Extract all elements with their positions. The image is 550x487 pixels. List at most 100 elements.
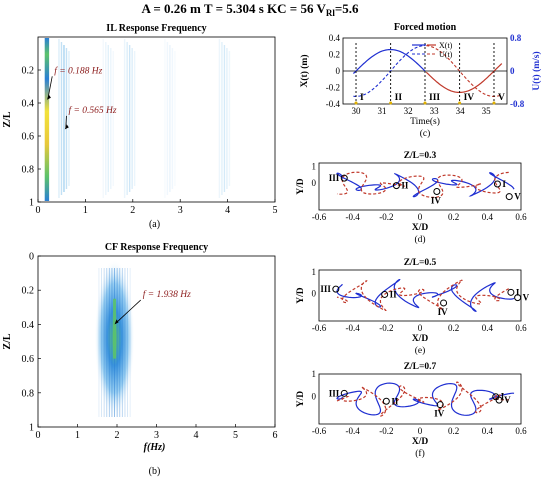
y-tick-label: 0 (29, 252, 34, 263)
heat-band (166, 42, 169, 195)
stage-label: V (523, 293, 530, 303)
heat-band (133, 51, 136, 186)
stage-marker (423, 101, 427, 105)
heat-band (107, 45, 109, 192)
y-tick-label: 0.8 (22, 388, 35, 399)
y-axis-label: Y/D (296, 178, 306, 195)
stage-label: I (360, 93, 364, 103)
stage-label: IV (438, 307, 449, 317)
heat-band (112, 51, 114, 186)
panel-label: (f) (415, 448, 425, 459)
x-tick-label: 30 (352, 106, 362, 116)
stage-point (382, 397, 390, 405)
panel-title: IL Response Frequency (106, 23, 206, 34)
heat-peak (113, 298, 117, 359)
heat-band (228, 51, 231, 186)
stage-label: II (401, 181, 409, 191)
arrow-head (64, 124, 69, 130)
x-axis-label: X/D (412, 223, 429, 233)
x-tick-label: -0.4 (346, 426, 361, 436)
x-tick-label: 0.4 (482, 212, 494, 222)
x-tick-label: 0 (36, 430, 41, 441)
y-right-tick-label: -0.8 (510, 99, 525, 109)
stage-point (340, 174, 348, 182)
y-axis-label: X(t) (m) (299, 55, 310, 88)
x-tick-label: 2 (130, 205, 135, 216)
heat-band (126, 42, 128, 195)
annotation-arrow (65, 115, 67, 129)
y-tick-label: 0.6 (22, 132, 35, 143)
y-axis-label: Y/D (296, 391, 306, 408)
panel-label: (a) (149, 219, 160, 230)
panel-title: CF Response Frequency (105, 242, 208, 253)
x-tick-label: -0.2 (379, 323, 393, 333)
stage-marker (354, 101, 358, 105)
stage-label: III (329, 173, 340, 183)
stage-label: IV (434, 409, 445, 419)
plot-frame (318, 373, 522, 425)
x-tick-label: 0.2 (448, 212, 459, 222)
x-tick-label: 33 (430, 106, 440, 116)
heat-band (218, 39, 221, 198)
plot-frame (318, 162, 522, 211)
x-axis-label: f(Hz) (144, 442, 166, 453)
panel-label: (e) (415, 345, 426, 356)
y-right-axis-label: U(t) (m/s) (531, 51, 542, 90)
y-axis-label: Z/L (2, 333, 13, 349)
stage-point (493, 180, 501, 188)
stage-point (514, 294, 522, 302)
x-tick-label: 0.2 (448, 426, 459, 436)
trajectory-forward-path (336, 172, 515, 198)
trajectory-return-path (336, 279, 509, 311)
x-tick-label: 3 (178, 205, 183, 216)
y-tick-label: 0 (312, 288, 317, 298)
x-tick-label: 0.6 (515, 212, 527, 222)
x-tick-label: 3 (154, 430, 159, 441)
stage-label: II (391, 396, 399, 406)
trajectory-forward-path (336, 279, 515, 312)
x-tick-label: 0 (418, 426, 423, 436)
trajectory-forward-path (336, 382, 515, 416)
y-tick-label: 0.4 (22, 320, 35, 331)
panel-title: Z/L=0.3 (404, 151, 437, 161)
y-right-tick-label: 0 (510, 66, 515, 76)
x-tick-label: 1 (83, 205, 88, 216)
panel-title: Z/L=0.5 (404, 258, 437, 268)
y-tick-label: 0.2 (22, 66, 35, 77)
x-tick-label: -0.4 (346, 323, 361, 333)
x-axis-label: Time(s) (410, 116, 440, 127)
heat-band (169, 45, 171, 192)
stage-label: V (504, 395, 511, 405)
legend-label: U(t) (439, 50, 453, 59)
plot-frame (37, 36, 276, 203)
stage-point (505, 193, 513, 201)
stage-label: III (320, 284, 331, 294)
heat-band (44, 38, 50, 201)
x-tick-label: 31 (378, 106, 387, 116)
plot-frame (37, 255, 276, 428)
heat-band (128, 45, 131, 192)
annotation-label: f = 0.565 Hz (68, 105, 116, 116)
x-tick-label: -0.6 (312, 323, 327, 333)
heat-band (102, 39, 104, 198)
x-tick-label: -0.2 (379, 212, 393, 222)
x-tick-label: 5 (233, 430, 238, 441)
x-tick-label: 32 (404, 106, 413, 116)
y-tick-label: 0 (312, 178, 317, 188)
annotation-label: f = 1.938 Hz (143, 289, 191, 300)
x-tick-label: 2 (115, 430, 120, 441)
x-tick-label: 0 (418, 323, 423, 333)
heat-band (221, 42, 223, 195)
x-tick-label: 35 (482, 106, 492, 116)
stage-point (433, 188, 441, 196)
stage-label: I (516, 287, 520, 297)
x-tick-label: 0.2 (448, 323, 459, 333)
heat-band (58, 39, 60, 198)
stage-label: I (502, 179, 506, 189)
